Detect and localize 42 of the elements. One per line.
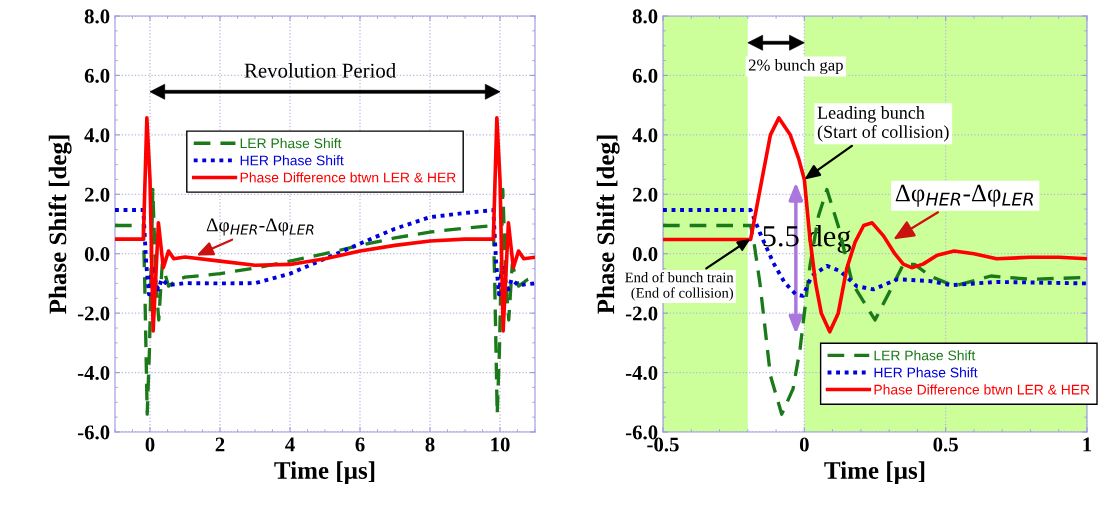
legend-label: LER Phase Shift [240, 138, 342, 149]
legend-label: HER Phase Shift [874, 367, 978, 378]
y-tick-label: -2.0 [625, 306, 658, 321]
x-tick-label: 10 [491, 437, 510, 452]
legend-label: Phase Difference btwn LER & HER [874, 384, 1090, 395]
legend-label: Phase Difference btwn LER & HER [240, 172, 456, 183]
y-tick-label: -4.0 [77, 365, 110, 381]
x-tick-label: 0 [799, 437, 809, 452]
y-tick-label: -2.0 [77, 306, 110, 321]
x-axis-title: Time [µs] [274, 461, 375, 484]
line-series [115, 208, 535, 297]
annotation: Leading bunch (Start of collision) [817, 106, 949, 142]
legend-label: LER Phase Shift [874, 350, 976, 361]
x-tick-label: 4 [285, 437, 295, 452]
annotation: 2% bunch gap [748, 58, 843, 75]
x-tick-label: 0.5 [933, 437, 958, 452]
annotation: End of bunch train (End of collision) [625, 271, 734, 301]
x-tick-label: 8 [425, 437, 435, 452]
annotation: Δφ$_{HER}$-Δφ$_{LER}$ [895, 184, 1033, 207]
y-tick-label: 8.0 [632, 9, 658, 24]
y-tick-label: 0.0 [632, 247, 658, 262]
y-tick-label: 4.0 [632, 128, 658, 143]
y-tick-label: -4.0 [625, 365, 658, 381]
x-axis-title: Time [µs] [824, 461, 925, 484]
y-tick-label: 0.0 [84, 247, 110, 262]
x-tick-label: 1 [1083, 437, 1092, 452]
x-tick-label: 0 [145, 437, 155, 452]
y-tick-label: 2.0 [84, 187, 110, 202]
x-tick-label: 6 [355, 437, 365, 452]
line-series [115, 116, 535, 333]
y-tick-label: 8.0 [84, 9, 110, 24]
y-tick-label: 6.0 [632, 68, 658, 83]
legend-label: HER Phase Shift [240, 155, 344, 166]
y-tick-label: -6.0 [77, 425, 110, 440]
y-tick-label: 6.0 [84, 68, 110, 83]
annotation: Δφ$_{HER}$-Δφ$_{LER}$ [206, 218, 314, 236]
y-axis-title: Phase Shift [deg] [596, 135, 620, 314]
annotation: Revolution Period [244, 63, 396, 78]
y-tick-label: 2.0 [632, 187, 658, 202]
y-axis-title: Phase Shift [deg] [48, 135, 72, 314]
x-tick-label: 2 [215, 437, 225, 452]
y-tick-label: 4.0 [84, 128, 110, 143]
